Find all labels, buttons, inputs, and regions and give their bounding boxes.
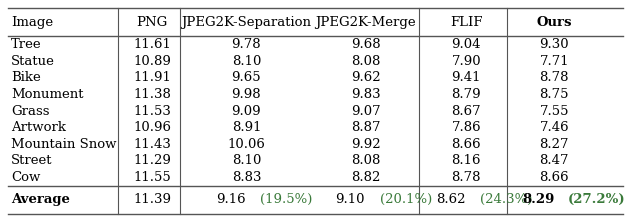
Text: (27.2%): (27.2%) [568,193,626,206]
Text: 8.66: 8.66 [540,171,569,184]
Text: 9.83: 9.83 [351,88,381,101]
Text: 8.29: 8.29 [522,193,555,206]
Text: 9.09: 9.09 [232,105,261,117]
Text: 7.46: 7.46 [540,121,569,134]
Text: 8.78: 8.78 [451,171,481,184]
Text: 9.92: 9.92 [351,138,381,151]
Text: 8.16: 8.16 [451,154,481,167]
Text: 8.10: 8.10 [232,154,261,167]
Text: 9.62: 9.62 [351,71,381,84]
Text: 11.61: 11.61 [133,38,171,51]
Text: 8.62: 8.62 [436,193,465,206]
Text: 8.75: 8.75 [540,88,569,101]
Text: Grass: Grass [11,105,49,117]
Text: 10.96: 10.96 [133,121,171,134]
Text: 8.78: 8.78 [540,71,569,84]
Text: Image: Image [11,16,53,29]
Text: 8.08: 8.08 [351,55,380,68]
Text: 10.06: 10.06 [227,138,266,151]
Text: 10.89: 10.89 [133,55,171,68]
Text: 11.91: 11.91 [133,71,171,84]
Text: 8.91: 8.91 [232,121,261,134]
Text: 9.10: 9.10 [335,193,365,206]
Text: 8.83: 8.83 [232,171,261,184]
Text: Monument: Monument [11,88,83,101]
Text: 9.98: 9.98 [232,88,261,101]
Text: 8.10: 8.10 [232,55,261,68]
Text: 9.68: 9.68 [351,38,381,51]
Text: JPEG2K-Separation: JPEG2K-Separation [181,16,312,29]
Text: 9.30: 9.30 [540,38,569,51]
Text: (19.5%): (19.5%) [260,193,312,206]
Text: (24.3%): (24.3%) [480,193,532,206]
Text: 11.38: 11.38 [133,88,171,101]
Text: Mountain Snow: Mountain Snow [11,138,116,151]
Text: Average: Average [11,193,70,206]
Text: Statue: Statue [11,55,54,68]
Text: 9.65: 9.65 [232,71,261,84]
Text: 9.41: 9.41 [451,71,481,84]
Text: 8.66: 8.66 [451,138,481,151]
Text: 7.90: 7.90 [451,55,481,68]
Text: 7.71: 7.71 [540,55,569,68]
Text: JPEG2K-Merge: JPEG2K-Merge [316,16,416,29]
Text: 9.16: 9.16 [216,193,246,206]
Text: 11.43: 11.43 [133,138,171,151]
Text: 11.55: 11.55 [133,171,171,184]
Text: Ours: Ours [536,16,572,29]
Text: 7.55: 7.55 [540,105,569,117]
Text: Cow: Cow [11,171,40,184]
Text: (20.1%): (20.1%) [380,193,432,206]
Text: 9.04: 9.04 [451,38,481,51]
Text: 8.27: 8.27 [540,138,569,151]
Text: Bike: Bike [11,71,40,84]
Text: Artwork: Artwork [11,121,66,134]
Text: 8.79: 8.79 [451,88,481,101]
Text: Tree: Tree [11,38,42,51]
Text: 11.53: 11.53 [133,105,171,117]
Text: 8.82: 8.82 [351,171,380,184]
Text: 8.47: 8.47 [540,154,569,167]
Text: 11.39: 11.39 [133,193,171,206]
Text: 11.29: 11.29 [133,154,171,167]
Text: 8.67: 8.67 [451,105,481,117]
Text: 9.78: 9.78 [232,38,261,51]
Text: 8.87: 8.87 [351,121,381,134]
Text: PNG: PNG [136,16,168,29]
Text: Street: Street [11,154,52,167]
Text: FLIF: FLIF [450,16,483,29]
Text: 9.07: 9.07 [351,105,381,117]
Text: 8.08: 8.08 [351,154,380,167]
Text: 7.86: 7.86 [451,121,481,134]
